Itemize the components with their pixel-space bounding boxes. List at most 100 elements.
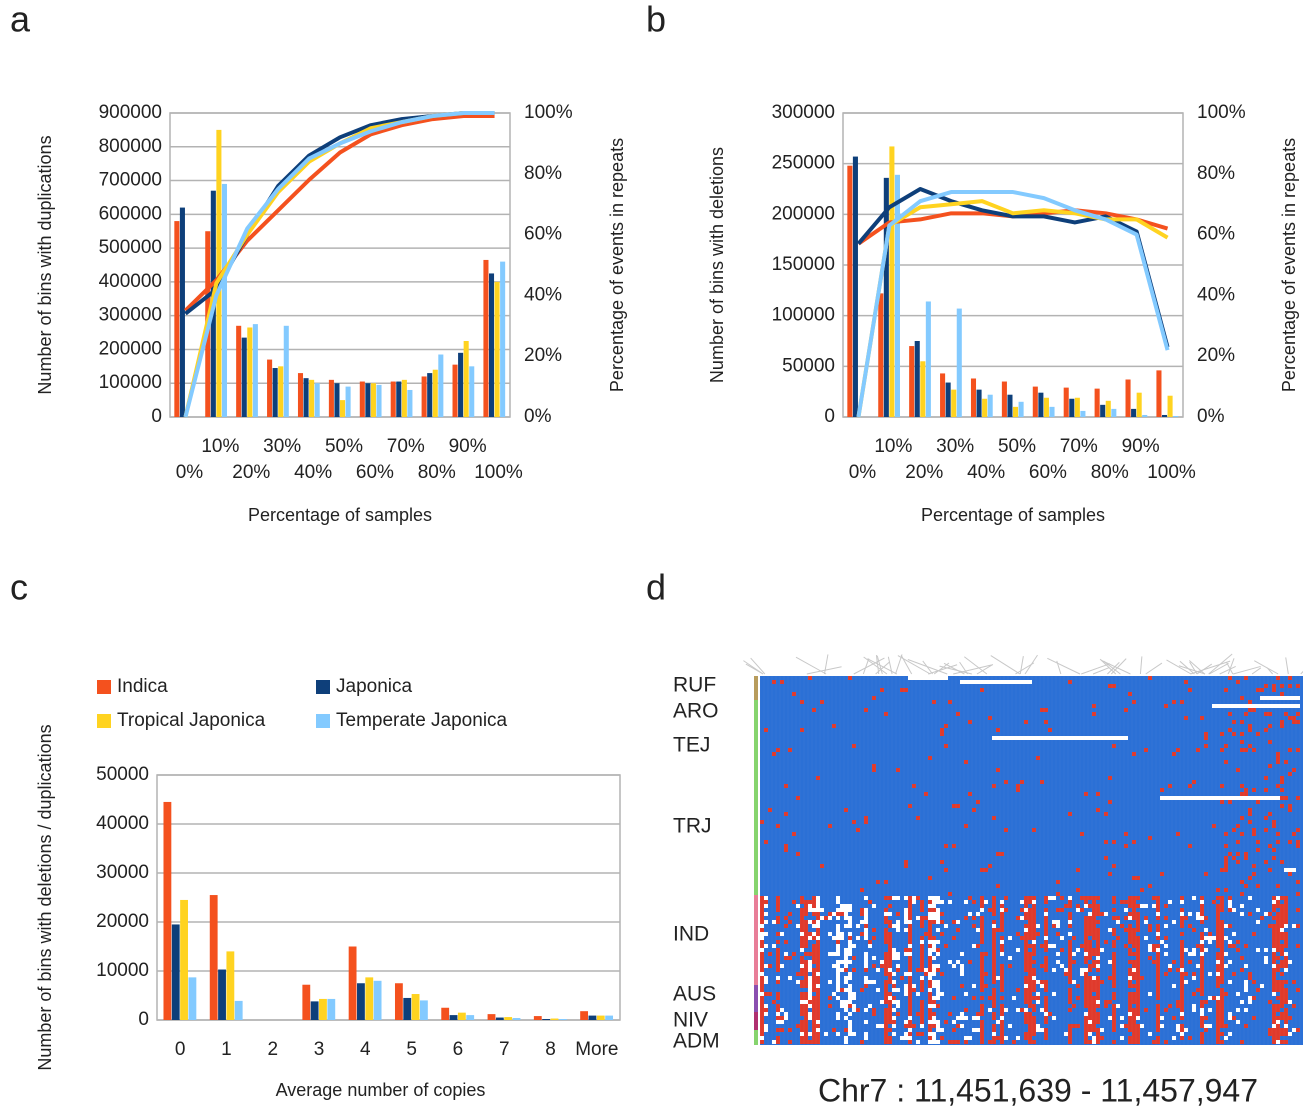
heatmap-cell [1180,700,1184,704]
heatmap-cell [1084,736,1088,740]
y-tick-label: 30000 [96,862,149,883]
heatmap-cell [784,956,788,960]
heatmap-cell [1052,944,1056,948]
heatmap-cell [1044,928,1048,932]
bar [174,221,180,417]
heatmap-cell [816,900,820,904]
heatmap-cell [1112,964,1116,968]
bar [1013,406,1019,417]
heatmap-cell [1280,964,1284,968]
heatmap-cell [1296,944,1300,948]
heatmap-cell [1084,968,1088,972]
heatmap-cell [1024,928,1028,932]
heatmap-cell [848,960,852,964]
heatmap-cell [1236,768,1240,772]
heatmap-cell [1132,928,1136,932]
heatmap-cell [1236,704,1240,708]
heatmap-cell [980,920,984,924]
heatmap-cell [844,912,848,916]
heatmap-cell [812,976,816,980]
heatmap-cell [864,1032,868,1036]
heatmap-cell [980,968,984,972]
heatmap-cell [1016,932,1020,936]
heatmap-cell [1156,1004,1160,1008]
heatmap-cell [812,1040,816,1044]
heatmap-cell [1084,960,1088,964]
heatmap-cell [1024,944,1028,948]
heatmap-cell [1088,1024,1092,1028]
heatmap-cell [1180,1028,1184,1032]
heatmap-cell [980,896,984,900]
heatmap-cell [1084,916,1088,920]
heatmap-cell [1216,1040,1220,1044]
heatmap-cell [848,976,852,980]
heatmap-cell [980,900,984,904]
heatmap-cell [1276,1032,1280,1036]
heatmap-cell [804,952,808,956]
heatmap-cell [944,1020,948,1024]
heatmap-cell [1160,872,1164,876]
heatmap-cell [1044,1016,1048,1020]
heatmap-cell [1220,996,1224,1000]
heatmap-cell [1272,936,1276,940]
heatmap-cell [852,968,856,972]
heatmap-cell [1132,1020,1136,1024]
heatmap-cell [1168,784,1172,788]
heatmap-cell [796,924,800,928]
heatmap-cell [848,920,852,924]
heatmap-cell [1036,736,1040,740]
heatmap-cell [1220,956,1224,960]
heatmap-cell [1184,972,1188,976]
heatmap-cell [816,984,820,988]
heatmap-cell [1196,912,1200,916]
heatmap-cell [1088,996,1092,1000]
heatmap-cell [1008,1024,1012,1028]
heatmap-cell [812,1024,816,1028]
heatmap-cell [1248,724,1252,728]
heatmap-cell [840,912,844,916]
heatmap-cell [800,1040,804,1044]
heatmap-cell [1084,980,1088,984]
heatmap-cell [784,848,788,852]
heatmap-cell [1112,932,1116,936]
heatmap-cell [1024,1016,1028,1020]
heatmap-cell [1092,1008,1096,1012]
heatmap-cell [1068,976,1072,980]
heatmap-cell [1216,1032,1220,1036]
heatmap-cell [1264,696,1268,700]
heatmap-cell [840,1000,844,1004]
heatmap-cell [1088,988,1092,992]
heatmap-cell [1128,1000,1132,1004]
heatmap-cell [1140,1024,1144,1028]
legend-swatch [97,714,111,728]
heatmap-cell [860,920,864,924]
arc-line [1188,660,1206,675]
heatmap-cell [1024,1036,1028,1040]
arc-line [1178,665,1206,675]
heatmap-cell [1272,684,1276,688]
heatmap-cell [884,992,888,996]
heatmap-cell [980,1028,984,1032]
heatmap-cell [872,1012,876,1016]
heatmap-cell [1056,908,1060,912]
heatmap-cell [1056,880,1060,884]
heatmap-cell [1100,1028,1104,1032]
heatmap-cell [1296,924,1300,928]
heatmap-cell [1212,704,1216,708]
bar [171,924,180,1020]
heatmap-cell [1172,920,1176,924]
heatmap-cell [1236,860,1240,864]
heatmap-cell [1108,1016,1112,1020]
heatmap-cell [1112,736,1116,740]
heatmap-cell [1024,908,1028,912]
heatmap-cell [1044,896,1048,900]
heatmap-cell [764,1024,768,1028]
heatmap-cells [759,676,1301,1045]
arc-line [1189,661,1198,675]
heatmap-cell [1096,920,1100,924]
heatmap-cell [816,1012,820,1016]
heatmap-cell [1044,916,1048,920]
bar [365,977,374,1020]
heatmap-cell [968,680,972,684]
heatmap-cell [1192,1004,1196,1008]
